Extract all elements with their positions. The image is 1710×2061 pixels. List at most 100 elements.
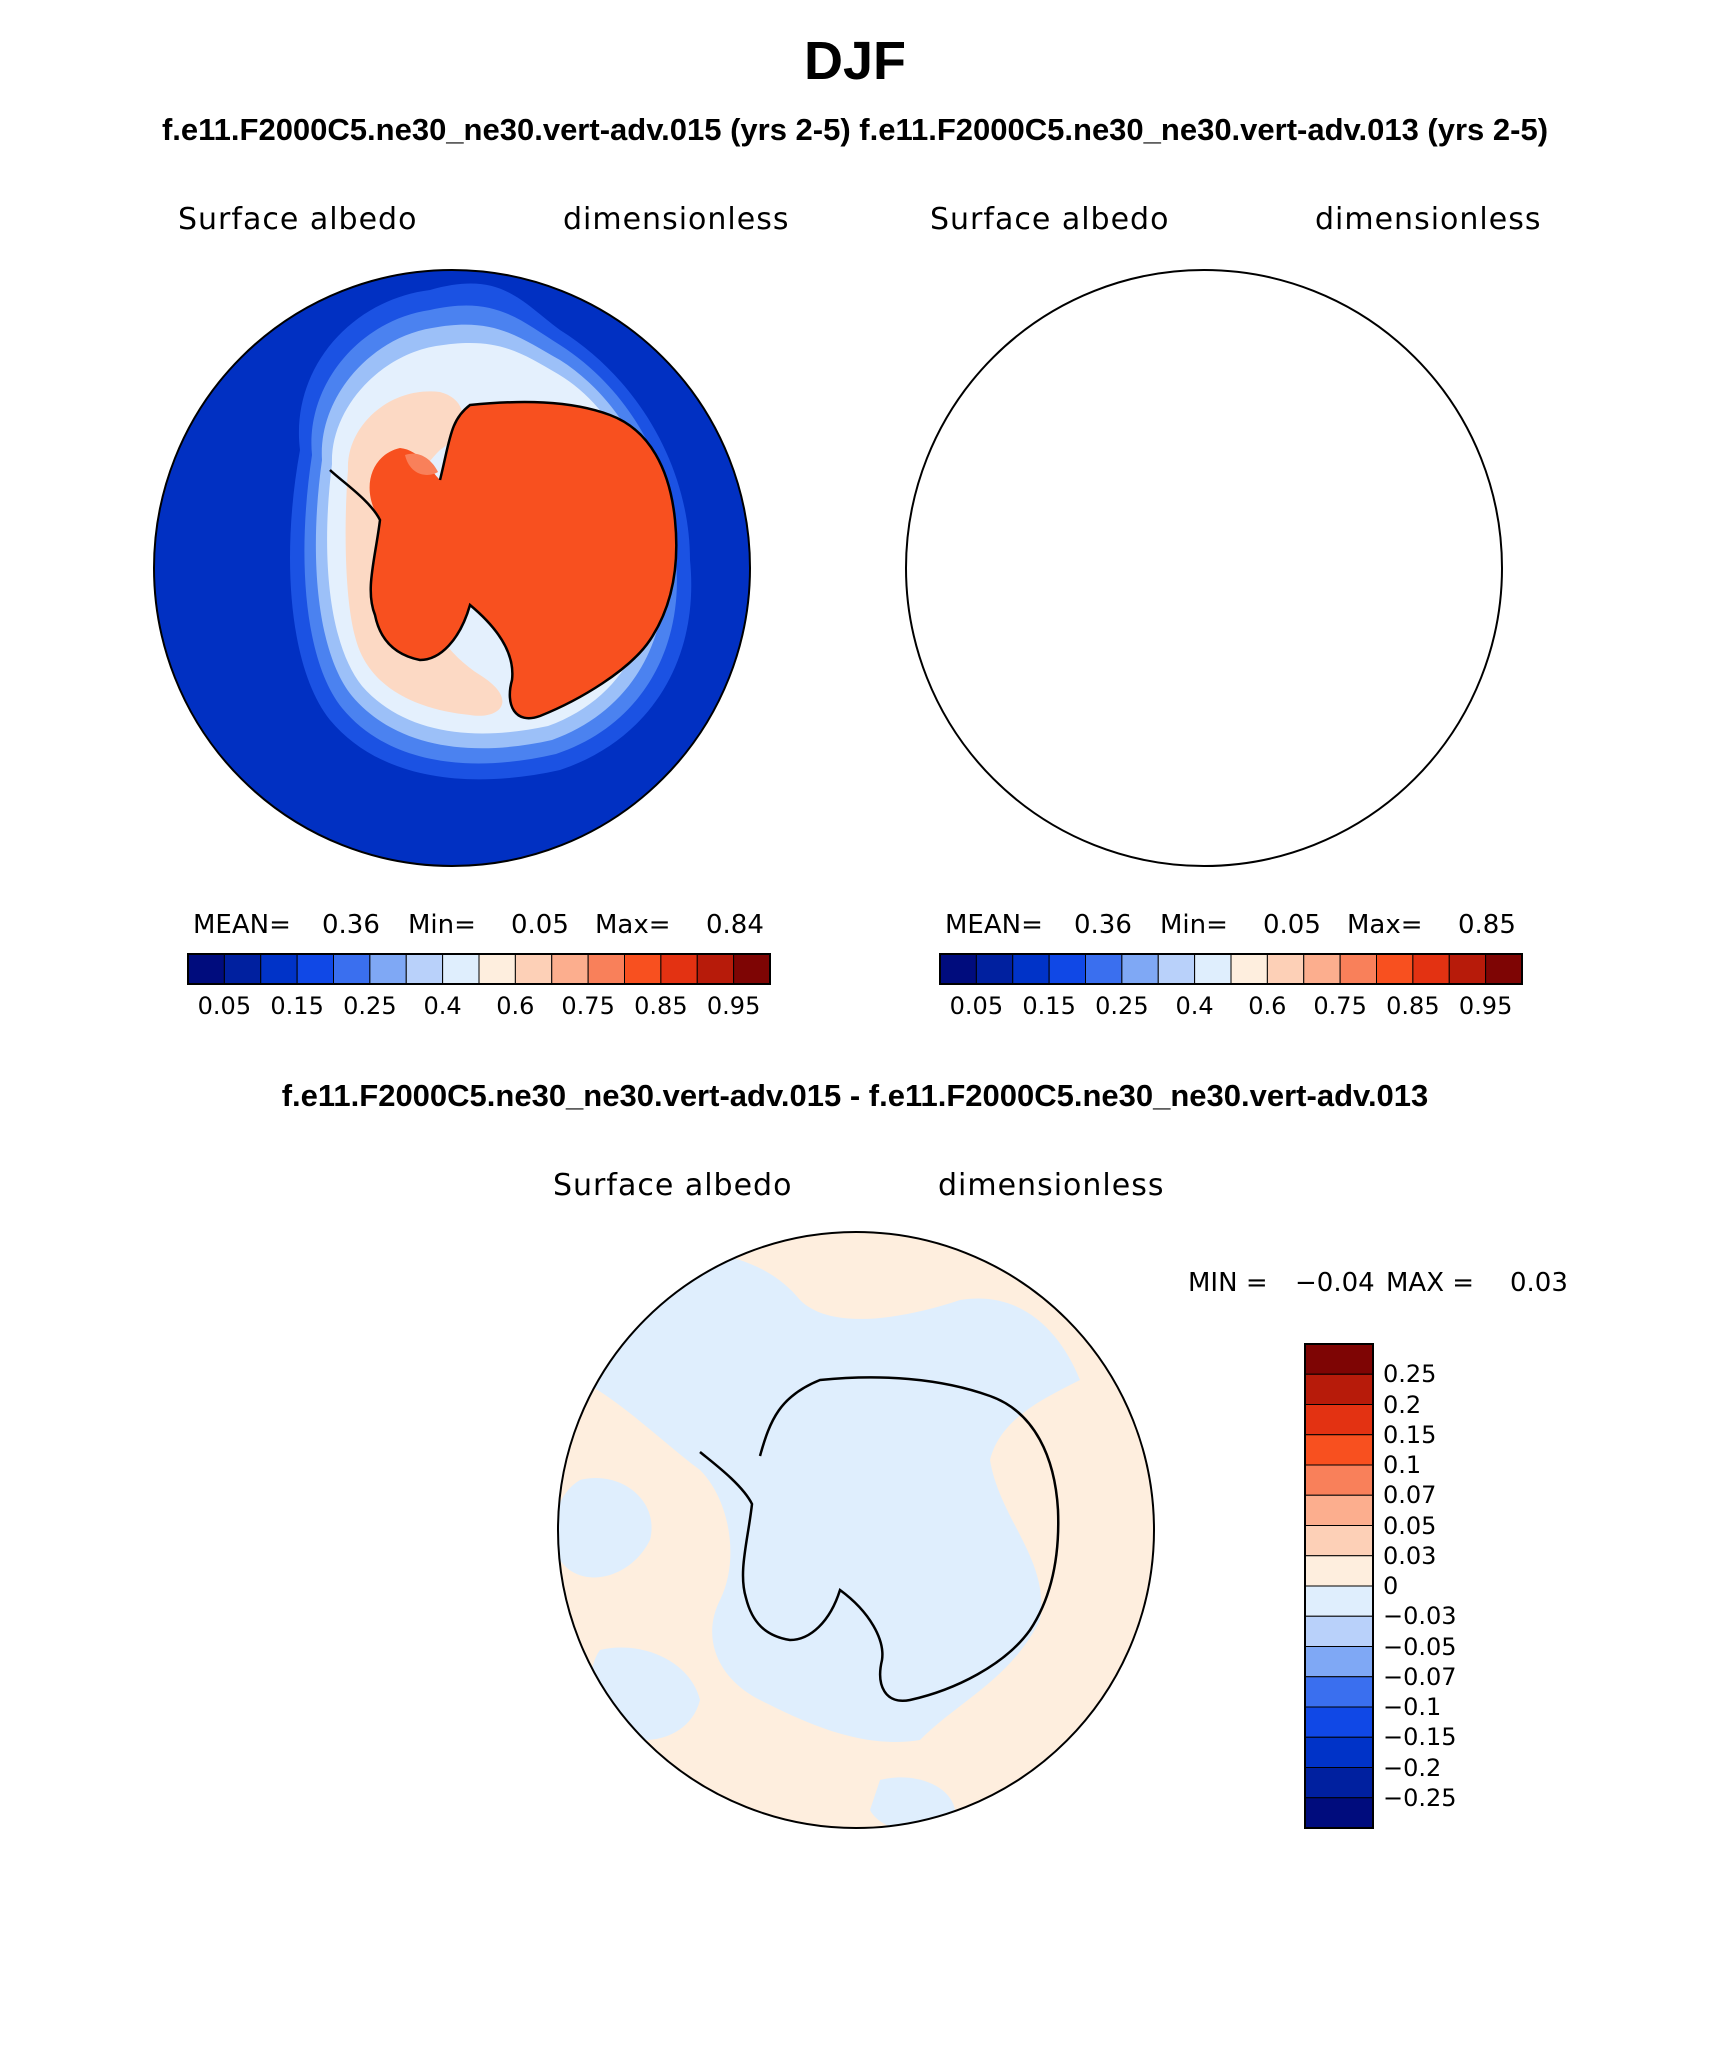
panel1-colorbar-swatch [696,953,735,985]
panel3-colorbar-swatch [1304,1676,1374,1708]
panel1-colorbar-swatch [260,953,298,985]
panel3-max-value: 0.03 [1510,1268,1568,1298]
panel2-ocean [906,270,1502,866]
panel1-colorbar-swatch [223,953,262,985]
panel2-colorbar-swatch [975,953,1014,985]
panel2-colorbar-tick-label: 0.05 [949,992,1004,1020]
panel2-colorbar-swatch [1266,953,1305,985]
panel3-colorbar [1304,1343,1374,1829]
panel2-min-label: Min= [1160,910,1228,940]
panel3-colorbar-swatch [1304,1706,1374,1738]
panel1-colorbar-tick-label: 0.6 [496,992,535,1020]
panel1-colorbar-tick-label: 0.95 [706,992,761,1020]
panel1-colorbar-tick-label: 0.85 [634,992,688,1020]
panel2-colorbar-swatch [1376,953,1414,985]
panel1-colorbar-swatch [624,953,662,985]
panel1-colorbar-swatch [514,953,553,985]
panel3-colorbar-swatch [1304,1434,1374,1466]
panel3-colorbar-swatch [1304,1404,1374,1436]
panel3-colorbar-tick-label: −0.15 [1383,1723,1457,1752]
panel2-colorbar-frame [939,953,1523,985]
panel1-colorbar-swatch [369,953,407,985]
panel3-variable-label: Surface albedo [553,1168,793,1203]
panel2-units-label: dimensionless [1315,202,1542,237]
panel3-colorbar-tick-label: −0.25 [1383,1783,1457,1812]
panel1-colorbar-swatch [333,953,371,985]
panel3-colorbar-swatch [1304,1646,1374,1678]
panel1-max-value: 0.84 [706,910,764,940]
panel1-colorbar-swatch [442,953,480,985]
panel2-colorbar-tick-label: 0.75 [1313,992,1367,1020]
panel2-antarctica [1122,402,1429,718]
panel2-colorbar-swatch [1230,953,1268,985]
panel1-variable-label: Surface albedo [178,202,418,237]
panel2-map-border [905,269,1503,867]
panel2-colorbar-tick-label: 0.25 [1095,992,1149,1020]
panel2-colorbar-tick-label: 0.95 [1458,992,1513,1020]
panel1-mean-value: 0.36 [322,910,380,940]
panel2-coastline [1082,402,1428,718]
panel3-colorbar-swatch [1304,1736,1374,1768]
panel2-colorbar-tick-label: 0.4 [1175,992,1214,1020]
panel3-max-label: MAX = [1386,1268,1475,1298]
panel3-colorbar-swatch [1304,1343,1374,1375]
panel1-min-label: Min= [408,910,476,940]
panel3-colorbar-swatch [1304,1525,1374,1557]
panel3-colorbar-tick-label: 0.05 [1383,1511,1437,1540]
panel3-min-label: MIN = [1188,1268,1268,1298]
panel3-colorbar-tick-label: −0.05 [1383,1632,1457,1661]
panel3-colorbar-swatch [1304,1464,1374,1496]
panel3-colorbar-tick-label: −0.03 [1383,1602,1457,1631]
panel3-colorbar-tick-label: 0.25 [1383,1360,1437,1389]
panel2-colorbar-swatch [1194,953,1232,985]
panel2-colorbar [939,953,1523,985]
panel1-colorbar-swatch [660,953,698,985]
panel3-colorbar-tick-label: −0.07 [1383,1662,1457,1691]
panel3-colorbar-tick-label: 0.15 [1383,1420,1437,1449]
panel1-map-border [153,269,751,867]
panel1-units-label: dimensionless [563,202,790,237]
panel3-colorbar-tick-label: 0.07 [1383,1481,1437,1510]
panel1-colorbar-swatch [405,953,444,985]
panel2-colorbar-swatch [1339,953,1377,985]
panel2-colorbar-swatch [1048,953,1086,985]
panel1-colorbar-tick-label: 0.4 [423,992,462,1020]
panel2-variable-label: Surface albedo [930,202,1170,237]
panel3-units-label: dimensionless [938,1168,1165,1203]
panel3-colorbar-tick-label: 0 [1383,1572,1399,1600]
panel2-colorbar-tick-label: 0.15 [1022,992,1076,1020]
panel1-colorbar-swatch [296,953,334,985]
panel1-colorbar-swatch [478,953,516,985]
panel3-colorbar-frame [1304,1343,1374,1829]
panel3-map-border [557,1231,1155,1829]
panel1-antarctica [369,402,677,719]
panel1-colorbar-swatch [733,953,771,985]
panel3-difference-map [558,1232,1154,1828]
panel3-colorbar-tick-label: 0.2 [1383,1390,1422,1419]
panel2-min-value: 0.05 [1263,910,1321,940]
panel1-min-value: 0.05 [511,910,569,940]
panel3-colorbar-swatch [1304,1555,1374,1587]
panel2-max-label: Max= [1347,910,1423,940]
panel1-colorbar-tick-label: 0.25 [343,992,397,1020]
panel3-colorbar-tick-label: 0.03 [1383,1541,1437,1570]
panel2-mean-value: 0.36 [1074,910,1132,940]
figure-title: DJF [803,31,906,91]
panel2-colorbar-swatch [1157,953,1196,985]
panel2-colorbar-tick-label: 0.85 [1386,992,1440,1020]
panel1-colorbar-tick-label: 0.15 [270,992,324,1020]
panel3-colorbar-swatch [1304,1615,1374,1647]
panel1-coastline [329,400,678,720]
panel3-colorbar-swatch [1304,1767,1374,1799]
panel1-polar-map [154,270,750,866]
panel2-colorbar-swatch [939,953,977,985]
panel1-colorbar-swatch [187,953,225,985]
panel1-colorbar-swatch [551,953,589,985]
panel1-max-label: Max= [595,910,671,940]
panel1-colorbar-swatch [587,953,625,985]
panel2-colorbar-tick-label: 0.6 [1248,992,1287,1020]
difference-subtitle: f.e11.F2000C5.ne30_ne30.vert-adv.015 - f… [281,1078,1429,1113]
panel3-colorbar-tick-label: −0.1 [1383,1693,1442,1721]
panel2-polar-map [906,270,1502,866]
